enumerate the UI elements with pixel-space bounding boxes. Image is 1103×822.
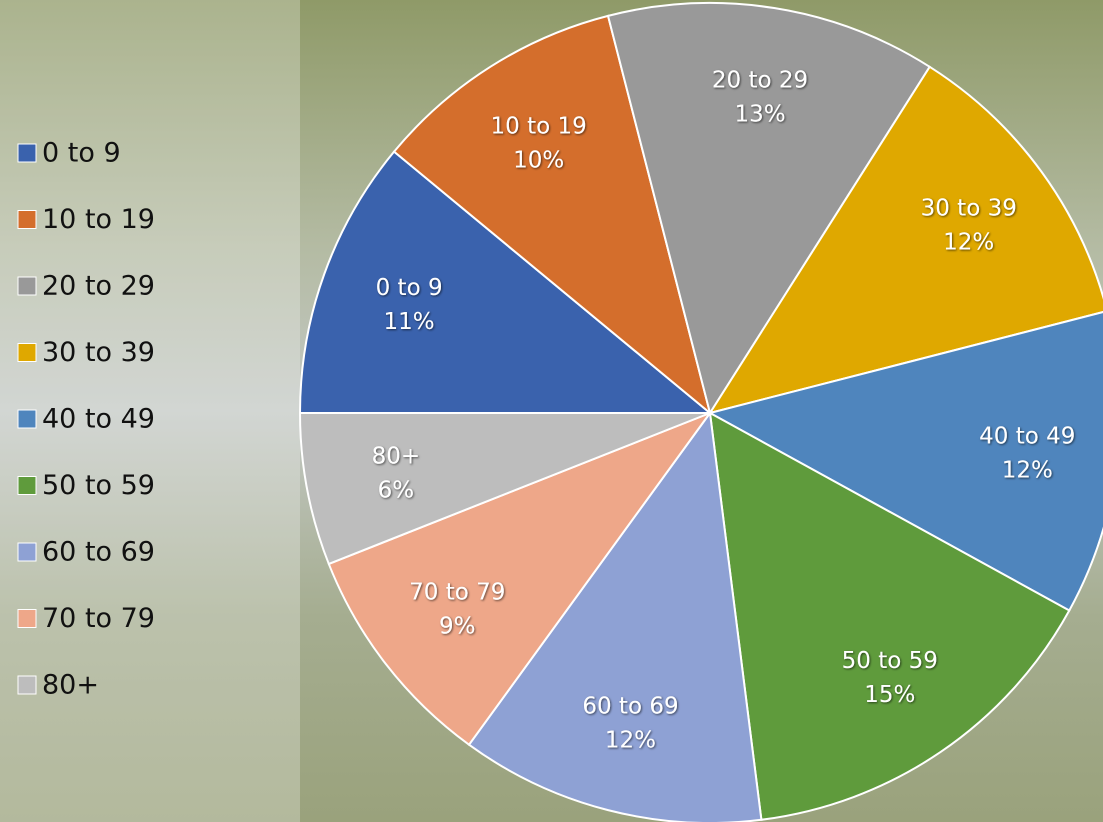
- legend-swatch: [18, 410, 36, 428]
- slice-value-label: 6%: [378, 477, 415, 503]
- slice-label: 0 to 9: [376, 275, 443, 301]
- slice-label: 80+: [372, 443, 421, 469]
- legend-label: 50 to 59: [42, 470, 155, 501]
- legend-swatch: [18, 277, 36, 295]
- slice-value-label: 12%: [605, 727, 656, 753]
- slice-value-label: 15%: [864, 682, 915, 708]
- legend-label: 70 to 79: [42, 603, 155, 634]
- legend-label: 40 to 49: [42, 404, 155, 435]
- slice-value-label: 9%: [439, 614, 476, 640]
- slice-label: 50 to 59: [842, 648, 938, 674]
- slice-label: 10 to 19: [491, 113, 587, 139]
- slice-value-label: 11%: [384, 309, 435, 335]
- legend-swatch: [18, 610, 36, 628]
- legend-swatch: [18, 211, 36, 229]
- slice-value-label: 12%: [1002, 458, 1053, 484]
- legend-swatch: [18, 676, 36, 694]
- page: 0 to 9 11% 10 to 19 10% 20 to 29 13% 30 to 39 1…: [0, 0, 1103, 822]
- legend-label: 30 to 39: [42, 337, 155, 368]
- slice-label: 40 to 49: [979, 424, 1075, 450]
- slice-label: 70 to 79: [409, 580, 505, 606]
- legend-label: 80+: [42, 670, 99, 701]
- legend-swatch: [18, 144, 36, 162]
- slice-value-label: 12%: [943, 230, 994, 256]
- chart: 0 to 9 11% 10 to 19 10% 20 to 29 13% 30 to 39 1…: [0, 0, 1103, 822]
- legend-swatch: [18, 477, 36, 495]
- legend-swatch: [18, 543, 36, 561]
- legend-label: 20 to 29: [42, 271, 155, 302]
- legend-label: 10 to 19: [42, 204, 155, 235]
- slice-value-label: 10%: [513, 147, 564, 173]
- slice-label: 60 to 69: [582, 693, 678, 719]
- legend-label: 60 to 69: [42, 537, 155, 568]
- legend-swatch: [18, 344, 36, 362]
- legend-label: 0 to 9: [42, 138, 121, 169]
- slice-value-label: 13%: [734, 102, 785, 128]
- slice-label: 30 to 39: [921, 196, 1017, 222]
- slice-label: 20 to 29: [712, 68, 808, 94]
